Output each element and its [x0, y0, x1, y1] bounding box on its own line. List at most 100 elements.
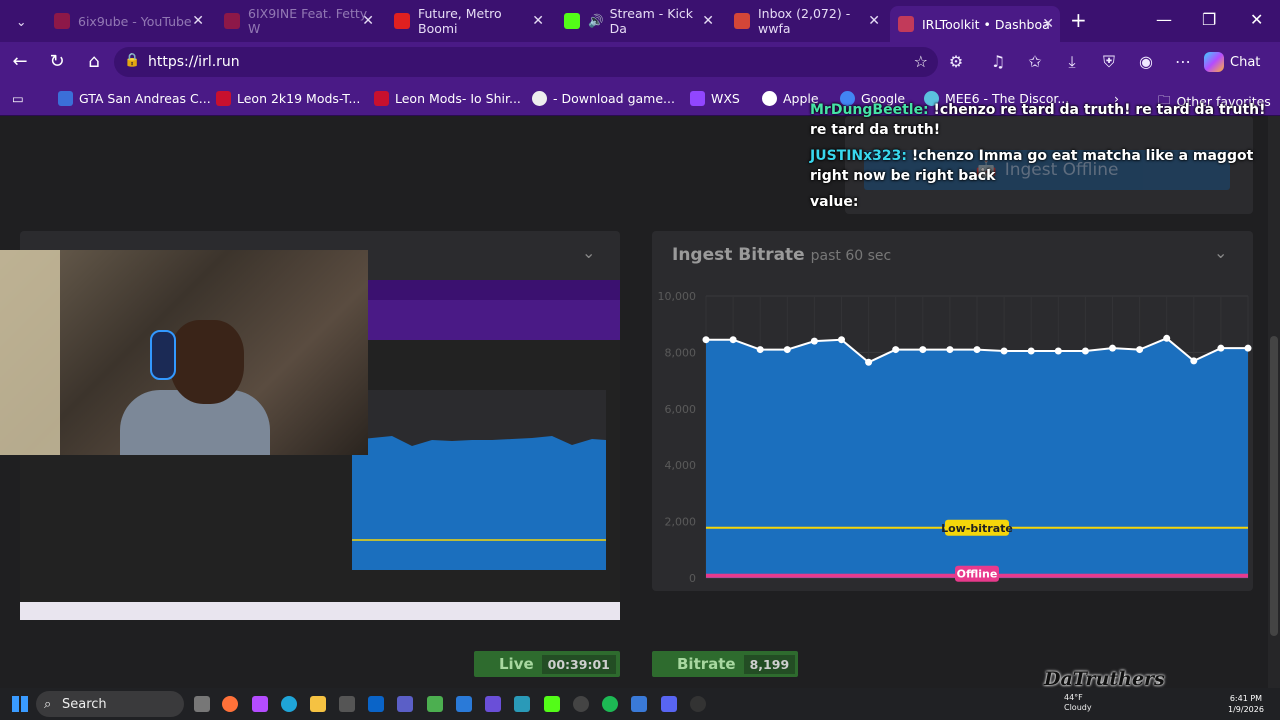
apple-icon: [762, 91, 777, 106]
favorites-icon[interactable]: ✩: [1028, 52, 1042, 71]
tab-youtube-3[interactable]: Future, Metro Boomi ✕: [386, 6, 550, 36]
tab-youtube-1[interactable]: 6ix9ube - YouTube ✕: [46, 6, 210, 36]
irltoolkit-icon: [898, 16, 914, 32]
taskbar-search[interactable]: ⌕ Search: [36, 691, 184, 717]
refresh-icon[interactable]: ↻: [49, 51, 65, 72]
obs-icon[interactable]: [573, 696, 589, 712]
more-menu-icon[interactable]: ⋯: [1175, 52, 1191, 71]
favorites-overflow-icon[interactable]: ›: [1114, 91, 1119, 106]
live-time: 00:39:01: [541, 654, 616, 674]
robot-icon: 🤖: [975, 160, 997, 180]
media-icon[interactable]: ♫: [990, 52, 1006, 71]
chat-username: value:: [810, 194, 859, 210]
minimize-icon[interactable]: —: [1156, 10, 1172, 29]
favorite-label: Google: [861, 91, 906, 106]
chevron-down-icon[interactable]: ⌄: [1214, 243, 1228, 262]
favorite-leon-mods[interactable]: Leon Mods- Io Shir...: [374, 91, 521, 106]
close-tab-icon[interactable]: ✕: [532, 13, 544, 29]
chat-text: !chenzo Imma go eat matcha like a maggot…: [810, 148, 1254, 184]
address-bar[interactable]: 🔒 https://irl.run ☆: [114, 47, 938, 77]
app-icon[interactable]: [514, 696, 530, 712]
favorite-label: MEE6 - The Discor...: [945, 91, 1070, 106]
ingest-offline-button[interactable]: 🤖 Ingest Offline: [864, 150, 1230, 190]
close-tab-icon[interactable]: ✕: [702, 13, 714, 29]
close-tab-icon[interactable]: ✕: [868, 13, 880, 29]
windows-start-icon[interactable]: [12, 696, 28, 712]
store-icon[interactable]: [339, 696, 355, 712]
task-view-icon[interactable]: [194, 696, 210, 712]
copilot-icon[interactable]: [252, 696, 268, 712]
tab-label: IRLToolkit • Dashboa: [922, 16, 1050, 32]
tab-irltoolkit[interactable]: IRLToolkit • Dashboa ✕: [890, 6, 1060, 42]
taskbar-clock[interactable]: 6:41 PM 1/9/2026: [1228, 693, 1264, 715]
datruthers-watermark: DaTruthers: [1044, 668, 1165, 690]
close-tab-icon[interactable]: ✕: [1042, 16, 1054, 32]
nested-address-bar: [366, 300, 620, 340]
tab-label: Inbox (2,072) - wwfa: [758, 6, 851, 36]
chevron-down-icon[interactable]: ⌄: [582, 243, 596, 262]
copilot-icon: [1204, 52, 1224, 72]
favorite-wxs[interactable]: WXS: [690, 91, 740, 106]
home-icon[interactable]: ⌂: [88, 51, 100, 72]
lock-icon: 🔒: [124, 53, 141, 68]
app-icon[interactable]: [456, 696, 472, 712]
stream-chat-overlay: MrDungBeetle: !chenzo re tard da truth! …: [810, 100, 1275, 218]
chat-message: MrDungBeetle: !chenzo re tard da truth! …: [810, 100, 1275, 140]
app-icon[interactable]: [485, 696, 501, 712]
tab-gmail[interactable]: Inbox (2,072) - wwfa ✕: [726, 6, 886, 36]
other-favorites[interactable]: 🗀 Other favorites: [1158, 91, 1271, 112]
nested-chart-graphic: [352, 436, 606, 570]
close-tab-icon[interactable]: ✕: [362, 13, 374, 29]
favorite-gta[interactable]: GTA San Andreas C...: [58, 91, 211, 106]
back-icon[interactable]: ←: [12, 51, 28, 72]
favorites-bar: ▭ GTA San Andreas C... Leon 2k19 Mods-T.…: [0, 82, 1280, 116]
tab-kick[interactable]: 🔊 Stream - Kick Da ✕: [556, 6, 720, 36]
url-text: https://irl.run: [148, 54, 240, 70]
page-scrollbar[interactable]: [1268, 116, 1280, 688]
search-label: Search: [62, 696, 107, 712]
reading-list-icon[interactable]: ▭: [12, 91, 24, 106]
favorite-download[interactable]: - Download game...: [532, 91, 675, 106]
nested-chart: [352, 390, 606, 570]
restore-icon[interactable]: ❐: [1202, 10, 1217, 29]
favorite-label: GTA San Andreas C...: [79, 91, 211, 106]
chat-username: MrDungBeetle:: [810, 102, 929, 118]
bitrate-value: 8,199: [743, 654, 796, 674]
kick-icon: [564, 13, 580, 29]
profile-avatar[interactable]: ◉: [1139, 52, 1153, 71]
copilot-chat-button[interactable]: Chat: [1204, 48, 1272, 76]
tab-youtube-2[interactable]: 6IX9INE Feat. Fetty W ✕: [216, 6, 380, 36]
favorite-leon-2k19[interactable]: Leon 2k19 Mods-T...: [216, 91, 360, 106]
leon-icon: [216, 91, 231, 106]
downloads-icon[interactable]: ⤓: [1068, 52, 1076, 71]
speaker-icon[interactable]: 🔊: [588, 13, 604, 28]
firefox-icon[interactable]: [222, 696, 238, 712]
new-tab-icon[interactable]: +: [1070, 8, 1087, 32]
app-icon[interactable]: [690, 696, 706, 712]
favorite-label: - Download game...: [553, 91, 675, 106]
shield-icon[interactable]: ⛨: [1102, 52, 1115, 71]
favorite-star-icon[interactable]: ☆: [913, 52, 928, 71]
edge-icon[interactable]: [281, 696, 297, 712]
close-window-icon[interactable]: ✕: [1250, 10, 1264, 29]
favorite-google[interactable]: Google: [840, 91, 905, 106]
spotify-icon[interactable]: [602, 696, 618, 712]
tab-list-menu[interactable]: ⌄: [16, 13, 27, 29]
chat-label: Chat: [1230, 54, 1261, 70]
outlook-icon[interactable]: [368, 696, 384, 712]
close-tab-icon[interactable]: ✕: [192, 13, 204, 29]
live-label: Live: [499, 655, 534, 673]
app-icon[interactable]: [661, 696, 677, 712]
teams-icon[interactable]: [397, 696, 413, 712]
file-explorer-icon[interactable]: [310, 696, 326, 712]
youtube-icon: [394, 13, 410, 29]
favorite-mee6[interactable]: MEE6 - The Discor...: [924, 91, 1069, 106]
weather-widget[interactable]: 44°F Cloudy: [1064, 693, 1092, 713]
app-icon[interactable]: [631, 696, 647, 712]
wordpress-icon: [532, 91, 547, 106]
app-icon[interactable]: [427, 696, 443, 712]
favorite-label: Leon Mods- Io Shir...: [395, 91, 521, 106]
favorite-apple[interactable]: Apple: [762, 91, 819, 106]
extensions-icon[interactable]: ⚙: [948, 52, 964, 71]
app-icon[interactable]: [544, 696, 560, 712]
